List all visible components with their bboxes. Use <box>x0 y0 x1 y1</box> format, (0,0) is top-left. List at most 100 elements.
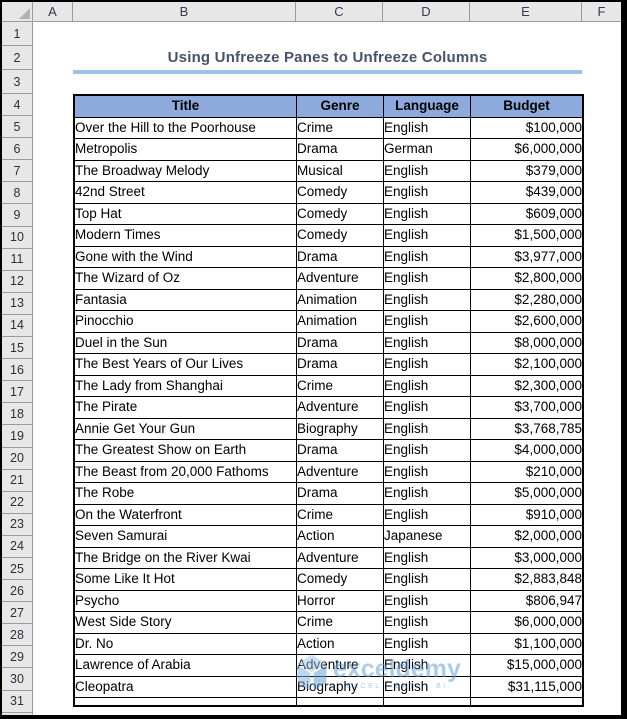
cell-language[interactable]: English <box>383 245 471 268</box>
cell-title[interactable]: Lawrence of Arabia <box>73 654 297 677</box>
cell-genre[interactable]: Drama <box>296 245 384 268</box>
cell-title[interactable]: The Greatest Show on Earth <box>73 439 297 462</box>
header-cell-genre[interactable]: Genre <box>296 94 384 118</box>
cell-title[interactable]: Pinocchio <box>73 310 297 333</box>
cell-language[interactable]: English <box>383 632 471 655</box>
cell-budget[interactable]: $2,600,000 <box>470 310 584 333</box>
cell-language[interactable]: English <box>383 675 471 698</box>
row-header-partial[interactable] <box>2 712 33 715</box>
cell-genre[interactable]: Adventure <box>296 396 384 419</box>
row-header[interactable]: 18 <box>2 403 33 426</box>
cell-language[interactable]: English <box>383 503 471 526</box>
row-header[interactable]: 29 <box>2 646 33 669</box>
cell-genre[interactable]: Biography <box>296 417 384 440</box>
row-header[interactable]: 31 <box>2 690 33 713</box>
cell-title[interactable]: Psycho <box>73 589 297 612</box>
select-all-corner[interactable] <box>2 2 33 21</box>
cell-title[interactable]: Dr. No <box>73 632 297 655</box>
cell-title[interactable]: The Wizard of Oz <box>73 267 297 290</box>
row-header[interactable]: 5 <box>2 116 33 139</box>
cell-title[interactable]: Annie Get Your Gun <box>73 417 297 440</box>
cell-genre[interactable]: Crime <box>296 374 384 397</box>
cell-budget[interactable]: $6,000,000 <box>470 611 584 634</box>
cell-language[interactable]: English <box>383 568 471 591</box>
row-header[interactable]: 16 <box>2 359 33 382</box>
row-header[interactable]: 21 <box>2 469 33 492</box>
cell-language[interactable]: English <box>383 224 471 247</box>
cell-language[interactable]: English <box>383 310 471 333</box>
cell-genre[interactable]: Drama <box>296 439 384 462</box>
row-header[interactable]: 3 <box>2 70 33 94</box>
cell-language[interactable]: English <box>383 116 471 139</box>
row-header[interactable]: 8 <box>2 182 33 205</box>
cell-title[interactable]: The Broadway Melody <box>73 159 297 182</box>
cell-language[interactable]: English <box>383 159 471 182</box>
cell-budget[interactable]: $8,000,000 <box>470 331 584 354</box>
cell-language[interactable]: German <box>383 138 471 161</box>
cell-language[interactable]: English <box>383 267 471 290</box>
cell-genre[interactable]: Action <box>296 632 384 655</box>
row-header[interactable]: 17 <box>2 381 33 404</box>
cell-budget[interactable]: $100,000 <box>470 116 584 139</box>
cell-genre[interactable]: Adventure <box>296 654 384 677</box>
cell-title[interactable]: The Bridge on the River Kwai <box>73 546 297 569</box>
cell-language[interactable]: English <box>383 374 471 397</box>
row-header[interactable]: 9 <box>2 204 33 227</box>
cell-budget[interactable]: $2,300,000 <box>470 374 584 397</box>
column-header-d[interactable]: D <box>383 2 470 21</box>
cell-title[interactable]: Some Like It Hot <box>73 568 297 591</box>
cell-title[interactable]: The Best Years of Our Lives <box>73 353 297 376</box>
cell-genre[interactable]: Drama <box>296 482 384 505</box>
cell-language[interactable]: English <box>383 396 471 419</box>
row-header[interactable]: 7 <box>2 160 33 183</box>
cell-empty[interactable] <box>383 697 471 706</box>
cell-budget[interactable]: $5,000,000 <box>470 482 584 505</box>
cell-budget[interactable]: $3,700,000 <box>470 396 584 419</box>
cell-title[interactable]: 42nd Street <box>73 181 297 204</box>
cell-language[interactable]: English <box>383 460 471 483</box>
row-header[interactable]: 13 <box>2 292 33 315</box>
cell-genre[interactable]: Animation <box>296 288 384 311</box>
cell-genre[interactable]: Comedy <box>296 224 384 247</box>
cell-budget[interactable]: $806,947 <box>470 589 584 612</box>
cell-title[interactable]: Modern Times <box>73 224 297 247</box>
cell-budget[interactable]: $2,883,848 <box>470 568 584 591</box>
cell-genre[interactable]: Biography <box>296 675 384 698</box>
cell-title[interactable]: Metropolis <box>73 138 297 161</box>
cell-title[interactable]: Fantasia <box>73 288 297 311</box>
cell-genre[interactable]: Comedy <box>296 181 384 204</box>
cell-title[interactable]: Cleopatra <box>73 675 297 698</box>
cell-empty[interactable] <box>470 697 584 706</box>
cell-empty[interactable] <box>73 697 297 706</box>
cell-language[interactable]: English <box>383 654 471 677</box>
cell-genre[interactable]: Drama <box>296 138 384 161</box>
row-header[interactable]: 12 <box>2 270 33 293</box>
cell-title[interactable]: The Beast from 20,000 Fathoms <box>73 460 297 483</box>
cell-genre[interactable]: Adventure <box>296 546 384 569</box>
row-header[interactable]: 19 <box>2 425 33 448</box>
column-header-b[interactable]: B <box>73 2 296 21</box>
cell-budget[interactable]: $609,000 <box>470 202 584 225</box>
column-header-e[interactable]: E <box>470 2 582 21</box>
cell-genre[interactable]: Drama <box>296 331 384 354</box>
cell-budget[interactable]: $6,000,000 <box>470 138 584 161</box>
cell-budget[interactable]: $1,500,000 <box>470 224 584 247</box>
cell-language[interactable]: English <box>383 611 471 634</box>
header-cell-language[interactable]: Language <box>383 94 471 118</box>
row-header[interactable]: 30 <box>2 668 33 691</box>
cell-genre[interactable]: Animation <box>296 310 384 333</box>
cell-budget[interactable]: $2,800,000 <box>470 267 584 290</box>
cell-title[interactable]: Over the Hill to the Poorhouse <box>73 116 297 139</box>
cell-budget[interactable]: $2,000,000 <box>470 525 584 548</box>
cell-genre[interactable]: Adventure <box>296 460 384 483</box>
cell-language[interactable]: English <box>383 288 471 311</box>
cell-language[interactable]: English <box>383 546 471 569</box>
cell-genre[interactable]: Crime <box>296 116 384 139</box>
row-header[interactable]: 6 <box>2 138 33 161</box>
cell-title[interactable]: The Lady from Shanghai <box>73 374 297 397</box>
cell-genre[interactable]: Horror <box>296 589 384 612</box>
cell-language[interactable]: Japanese <box>383 525 471 548</box>
cell-budget[interactable]: $1,100,000 <box>470 632 584 655</box>
cell-budget[interactable]: $4,000,000 <box>470 439 584 462</box>
cell-genre[interactable]: Comedy <box>296 202 384 225</box>
